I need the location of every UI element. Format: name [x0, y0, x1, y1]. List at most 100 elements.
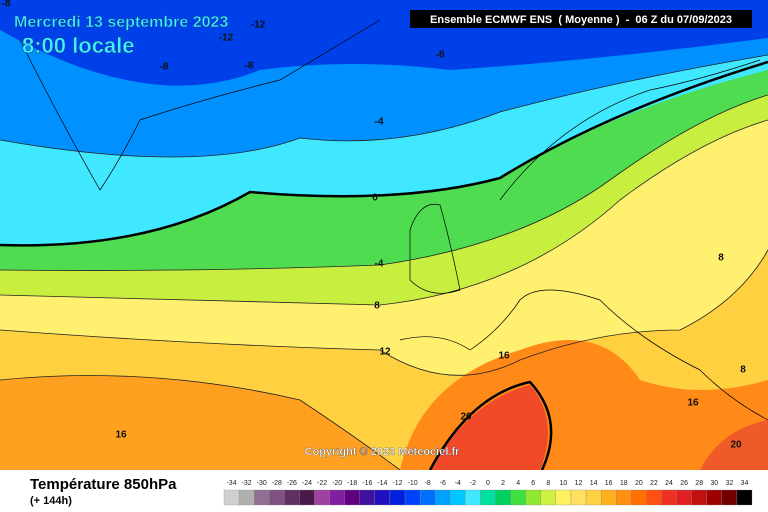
scale-swatch: [706, 489, 722, 506]
scale-label: -28: [272, 480, 282, 487]
scale-swatch: [389, 489, 406, 506]
scale-label: 18: [620, 480, 628, 487]
scale-label: -32: [242, 480, 252, 487]
scale-swatch: [721, 489, 738, 506]
scale-label: 6: [531, 480, 535, 487]
contour-label: 16: [687, 398, 699, 409]
contour-label: 16: [498, 351, 510, 362]
continent-coast: [399, 289, 768, 421]
scale-label: -20: [332, 480, 342, 487]
scale-swatch: [691, 489, 707, 506]
scale-swatch: [329, 489, 345, 506]
scale-label: -18: [347, 480, 357, 487]
copyright: Copyright © 2023 Meteociel.fr: [305, 446, 461, 458]
band-16-west: [0, 375, 400, 470]
contour-labels: -8 -12 -12 -8 -8 -8 -4 0 -4 8 8 12 16 16 8 16 20 20: [2, 0, 747, 451]
scale-label: 24: [665, 480, 673, 487]
scale-swatch: [359, 489, 376, 506]
scale-swatch: [450, 489, 466, 506]
scale-swatch: [299, 489, 315, 506]
contour-label: -8: [2, 0, 11, 10]
contour: [0, 119, 768, 306]
scale-label: 14: [590, 480, 598, 487]
scale-swatch: [419, 489, 436, 506]
scale-label: -14: [377, 480, 387, 487]
scale-swatch: [510, 489, 526, 506]
scale-swatch: [254, 489, 270, 506]
scale-swatch: [676, 489, 692, 506]
scale-swatch: [495, 489, 511, 506]
scale-label: -10: [408, 480, 418, 487]
scale-swatch: [646, 489, 662, 506]
contour: [0, 249, 768, 376]
scale-swatch: [540, 489, 557, 506]
scale-label: 16: [605, 480, 613, 487]
scale-swatch: [314, 489, 330, 506]
scale-label: -6: [440, 480, 446, 487]
scale-label: 20: [635, 480, 643, 487]
scale-label: 32: [725, 480, 733, 487]
scale-label: 30: [710, 480, 718, 487]
scale-label: -24: [302, 480, 312, 487]
scale-label: -4: [455, 480, 461, 487]
contour-label: 20: [730, 440, 742, 451]
contour-label: -12: [251, 20, 266, 31]
model-info: Ensemble ECMWF ENS ( Moyenne ) - 06 Z du…: [430, 14, 732, 26]
scale-label: -22: [317, 480, 327, 487]
scale-swatch: [238, 489, 255, 506]
legend-title: Température 850hPa: [30, 476, 177, 493]
contour: [0, 94, 768, 271]
contour-lines: [0, 54, 768, 471]
scale-label: -34: [226, 480, 236, 487]
scale-label: -26: [287, 480, 297, 487]
scale-swatch: [404, 489, 421, 506]
scale-label: 28: [695, 480, 703, 487]
scale-swatch: [344, 489, 360, 506]
scale-swatch: [661, 489, 677, 506]
contour-label: 16: [115, 430, 127, 441]
scale-swatch: [600, 489, 617, 506]
lead-time: (+ 144h): [30, 495, 72, 507]
scale-swatch: [736, 489, 753, 506]
contour-label: 20: [460, 412, 472, 423]
scale-swatch: [284, 489, 300, 506]
contour-label: 0: [372, 193, 378, 204]
scale-label: 26: [680, 480, 688, 487]
band-22-east: [700, 420, 768, 470]
model-box: [410, 10, 752, 28]
scale-label: -30: [257, 480, 267, 487]
scale-label: 10: [560, 480, 568, 487]
color-scale: -34 -32 -30 -28 -26 -24 -22 -20 -18 -16 -14 -12 -10-…: [223, 480, 753, 506]
greenland-coast: [19, 19, 381, 191]
contour-label: 12: [379, 347, 391, 358]
scale-swatch: [525, 489, 541, 506]
scale-swatch: [435, 489, 451, 506]
scale-swatch: [570, 489, 587, 506]
contour-label: -8: [436, 50, 445, 61]
scale-label: -2: [470, 480, 476, 487]
scale-label: 0: [486, 480, 490, 487]
scale-swatch: [585, 489, 602, 506]
scale-swatch: [631, 489, 647, 506]
scale-label: -8: [425, 480, 431, 487]
zero-isotherm: [0, 60, 768, 247]
coastlines: [19, 19, 768, 421]
scale-label: 12: [575, 480, 583, 487]
contour-label: -8: [160, 62, 169, 73]
scale-swatch: [465, 489, 481, 506]
scale-swatch: [374, 489, 391, 506]
scale-swatch: [480, 489, 496, 506]
scale-label: 34: [741, 480, 749, 487]
contour-label: -4: [375, 117, 384, 128]
scale-swatch: [269, 489, 285, 506]
contour-label: 8: [718, 253, 724, 264]
scale-label: 22: [650, 480, 658, 487]
scale-swatch: [555, 489, 572, 506]
band-22: [430, 385, 548, 470]
british-isles: [409, 203, 461, 294]
scandinavia-coast: [499, 59, 761, 201]
contour: [0, 54, 768, 158]
contour-label: -12: [219, 33, 234, 44]
contour-label: -8: [245, 61, 254, 72]
scale-label: -16: [362, 480, 372, 487]
